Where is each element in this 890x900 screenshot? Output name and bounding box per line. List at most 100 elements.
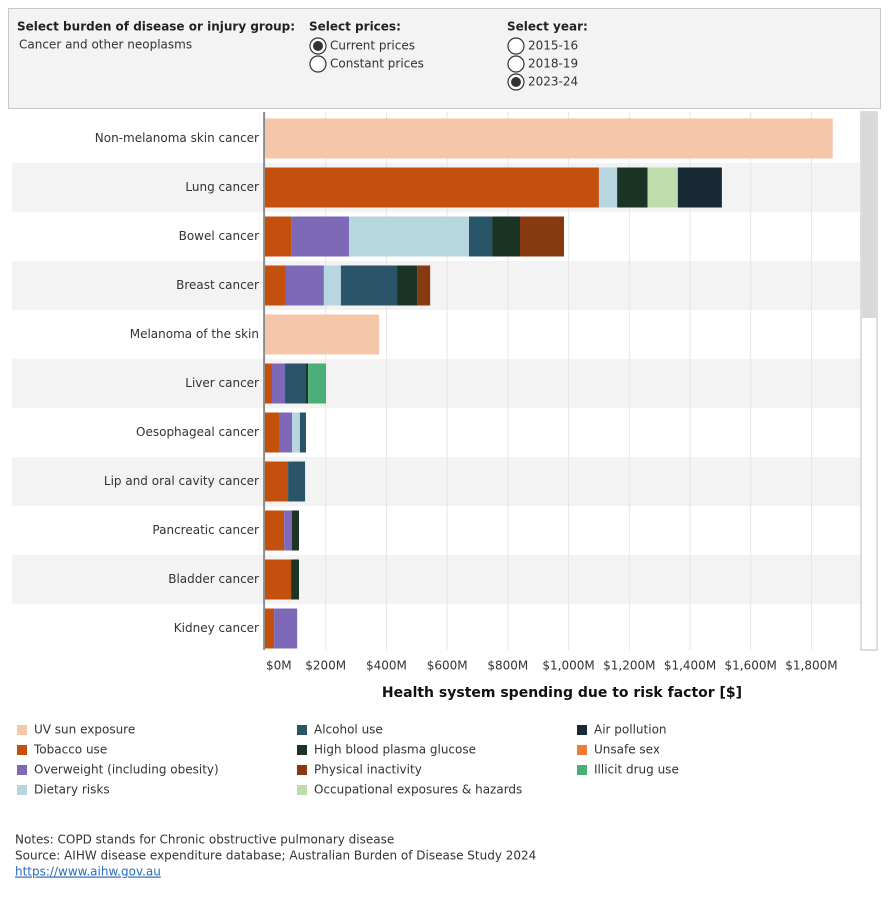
bar-segment	[271, 363, 286, 404]
legend-label: Illicit drug use	[594, 763, 679, 777]
bar-segment	[299, 412, 306, 453]
legend-swatch	[17, 785, 27, 795]
x-tick-label: $1,600M	[725, 659, 777, 673]
bar-segment	[349, 216, 469, 257]
row-band	[12, 261, 860, 310]
row-band	[12, 359, 860, 408]
row-band	[12, 457, 860, 506]
legend-swatch	[577, 745, 587, 755]
bar-segment	[291, 216, 350, 257]
note: Source: AIHW disease expenditure databas…	[15, 849, 536, 863]
bar-segment	[265, 314, 380, 355]
y-tick-label: Breast cancer	[176, 278, 259, 292]
filter-label: Select year:	[507, 20, 588, 34]
y-tick-label: Liver cancer	[185, 376, 259, 390]
radio-label[interactable]: 2015-16	[528, 39, 578, 53]
bar-segment	[598, 167, 618, 208]
bar-segment	[285, 363, 306, 404]
bar-segment	[265, 167, 599, 208]
radio-label[interactable]: Constant prices	[330, 57, 424, 71]
x-tick-label: $600M	[427, 659, 468, 673]
legend-label: UV sun exposure	[34, 723, 135, 737]
bar-segment	[520, 216, 565, 257]
legend-swatch	[17, 725, 27, 735]
legend-label: Occupational exposures & hazards	[314, 783, 522, 797]
bar-segment	[677, 167, 722, 208]
x-tick-label: $1,200M	[603, 659, 655, 673]
bar-segment	[274, 608, 298, 649]
legend-label: Alcohol use	[314, 723, 383, 737]
radio-dot	[511, 77, 521, 87]
bar-segment	[647, 167, 678, 208]
legend-swatch	[297, 785, 307, 795]
bar-segment	[265, 559, 292, 600]
x-tick-label: $400M	[366, 659, 407, 673]
radio-dot	[313, 41, 323, 51]
radio-label[interactable]: 2023-24	[528, 75, 578, 89]
bar-segment	[469, 216, 493, 257]
y-tick-label: Melanoma of the skin	[130, 327, 259, 341]
bar-segment	[397, 265, 418, 306]
filter-value[interactable]: Cancer and other neoplasms	[19, 38, 192, 52]
bar-segment	[265, 265, 286, 306]
y-tick-label: Oesophageal cancer	[136, 425, 259, 439]
legend-label: Physical inactivity	[314, 763, 422, 777]
y-tick-label: Lip and oral cavity cancer	[104, 474, 259, 488]
bar-segment	[323, 265, 341, 306]
bar-segment	[265, 118, 833, 159]
legend-label: High blood plasma glucose	[314, 743, 476, 757]
y-tick-label: Kidney cancer	[174, 621, 259, 635]
bar-segment	[265, 510, 285, 551]
bar-segment	[617, 167, 648, 208]
radio[interactable]	[507, 37, 525, 55]
legend-swatch	[297, 765, 307, 775]
legend-label: Overweight (including obesity)	[34, 763, 219, 777]
bar-segment	[308, 363, 327, 404]
legend-swatch	[577, 765, 587, 775]
radio[interactable]	[309, 55, 327, 73]
legend-swatch	[297, 745, 307, 755]
y-tick-label: Bladder cancer	[168, 572, 259, 586]
filter-label: Select prices:	[309, 20, 401, 34]
bar-segment	[265, 363, 272, 404]
bar-segment	[291, 559, 299, 600]
bar-segment	[285, 265, 324, 306]
y-tick-label: Lung cancer	[185, 180, 259, 194]
x-tick-label: $0M	[266, 659, 292, 673]
legend-swatch	[17, 765, 27, 775]
bar-segment	[417, 265, 431, 306]
radio[interactable]	[507, 55, 525, 73]
bar-segment	[284, 510, 293, 551]
link[interactable]: https://www.aihw.gov.au	[15, 865, 161, 879]
filter-panel	[8, 8, 881, 109]
bar-segment	[288, 461, 306, 502]
bar-segment	[340, 265, 398, 306]
radio-label[interactable]: Current prices	[330, 39, 415, 53]
bar-segment	[492, 216, 520, 257]
legend-label: Dietary risks	[34, 783, 110, 797]
legend-swatch	[577, 725, 587, 735]
axis-title: Health system spending due to risk facto…	[382, 685, 742, 701]
x-tick-label: $200M	[305, 659, 346, 673]
legend-label: Unsafe sex	[594, 743, 660, 757]
legend-label: Tobacco use	[33, 743, 107, 757]
legend-swatch	[17, 745, 27, 755]
bar-segment	[279, 412, 293, 453]
bar-segment	[292, 412, 300, 453]
scroll-thumb[interactable]	[862, 113, 876, 318]
bar-segment	[265, 412, 280, 453]
legend-swatch	[297, 725, 307, 735]
x-tick-label: $1,400M	[664, 659, 716, 673]
bar-segment	[265, 608, 275, 649]
note: Notes: COPD stands for Chronic obstructi…	[15, 833, 394, 847]
legend-label: Air pollution	[594, 723, 667, 737]
x-tick-label: $1,800M	[785, 659, 837, 673]
row-band	[12, 555, 860, 604]
bar-segment	[292, 510, 299, 551]
bar-segment	[265, 216, 292, 257]
x-tick-label: $1,000M	[542, 659, 594, 673]
x-tick-label: $800M	[487, 659, 528, 673]
radio-label[interactable]: 2018-19	[528, 57, 578, 71]
